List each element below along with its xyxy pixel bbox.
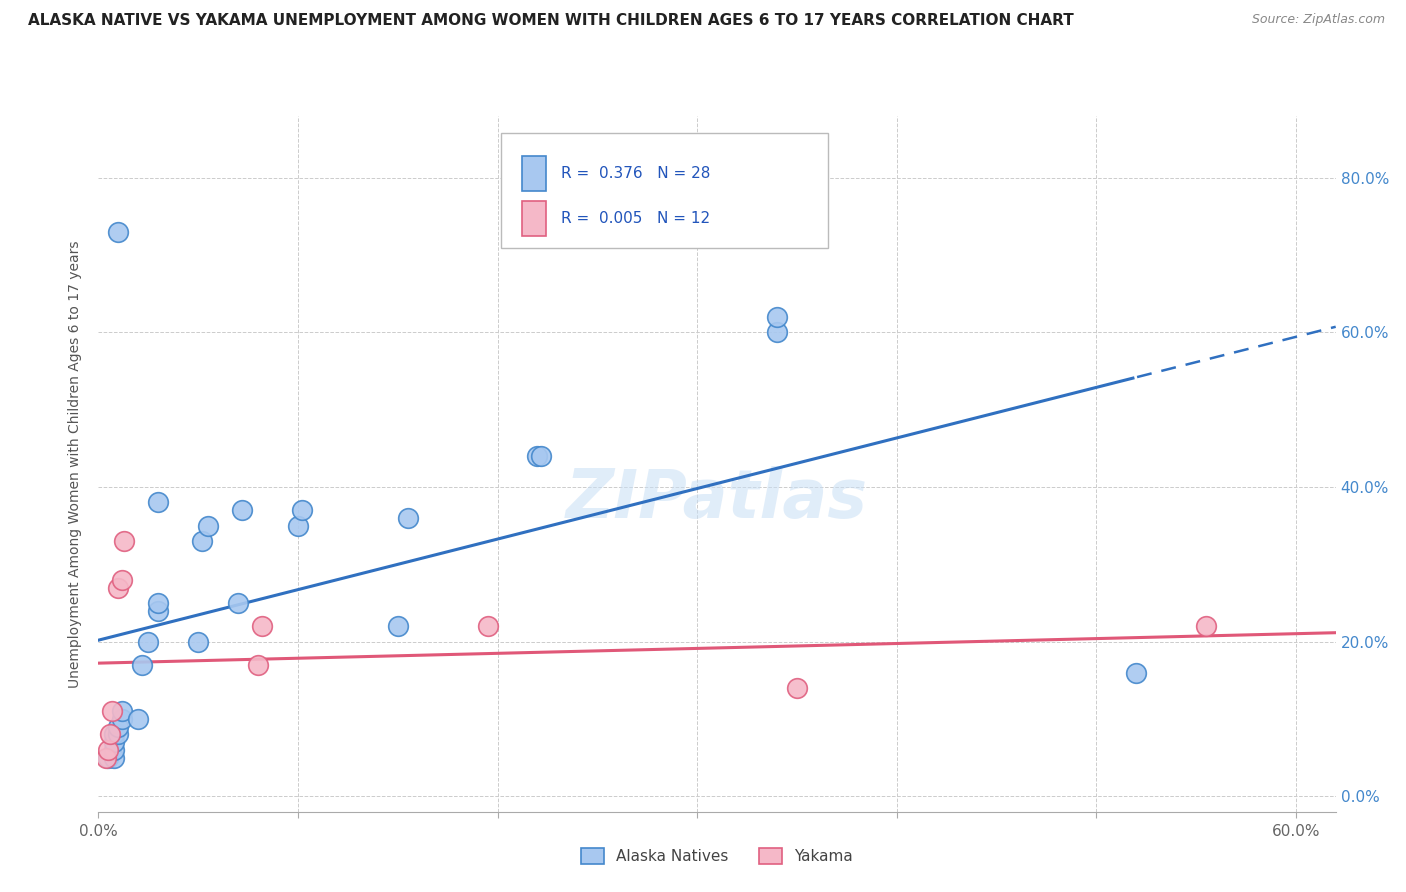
Point bbox=[97, 743, 120, 757]
Point bbox=[187, 634, 209, 648]
Point bbox=[107, 727, 129, 741]
FancyBboxPatch shape bbox=[522, 156, 547, 191]
Point bbox=[103, 735, 125, 749]
FancyBboxPatch shape bbox=[501, 134, 828, 248]
Point bbox=[191, 534, 214, 549]
Legend: Alaska Natives, Yakama: Alaska Natives, Yakama bbox=[575, 842, 859, 871]
Point bbox=[103, 750, 125, 764]
Point bbox=[231, 503, 253, 517]
Point bbox=[226, 596, 249, 610]
Point bbox=[107, 581, 129, 595]
Point bbox=[103, 743, 125, 757]
Point bbox=[101, 704, 124, 718]
Point bbox=[111, 712, 134, 726]
Point bbox=[148, 596, 170, 610]
Point bbox=[100, 727, 122, 741]
Point bbox=[1195, 619, 1218, 633]
Point bbox=[387, 619, 409, 633]
Point bbox=[111, 704, 134, 718]
Point bbox=[250, 619, 273, 633]
Point bbox=[477, 619, 499, 633]
Point bbox=[127, 712, 149, 726]
Point bbox=[107, 225, 129, 239]
Point bbox=[112, 534, 135, 549]
Y-axis label: Unemployment Among Women with Children Ages 6 to 17 years: Unemployment Among Women with Children A… bbox=[69, 240, 83, 688]
Point bbox=[291, 503, 314, 517]
Point bbox=[97, 750, 120, 764]
Point bbox=[247, 657, 270, 672]
Point bbox=[287, 518, 309, 533]
Point bbox=[197, 518, 219, 533]
Text: ZIPatlas: ZIPatlas bbox=[567, 466, 868, 532]
Point bbox=[136, 634, 159, 648]
Point bbox=[530, 449, 553, 463]
Point bbox=[96, 750, 118, 764]
Point bbox=[148, 495, 170, 509]
Text: R =  0.376   N = 28: R = 0.376 N = 28 bbox=[561, 166, 710, 181]
Point bbox=[766, 310, 789, 324]
Point bbox=[526, 449, 548, 463]
Point bbox=[396, 511, 419, 525]
Point bbox=[107, 720, 129, 734]
FancyBboxPatch shape bbox=[522, 202, 547, 236]
Point bbox=[148, 604, 170, 618]
Text: Source: ZipAtlas.com: Source: ZipAtlas.com bbox=[1251, 13, 1385, 27]
Point bbox=[103, 727, 125, 741]
Point bbox=[1125, 665, 1147, 680]
Point bbox=[131, 657, 153, 672]
Text: R =  0.005   N = 12: R = 0.005 N = 12 bbox=[561, 211, 710, 227]
Text: ALASKA NATIVE VS YAKAMA UNEMPLOYMENT AMONG WOMEN WITH CHILDREN AGES 6 TO 17 YEAR: ALASKA NATIVE VS YAKAMA UNEMPLOYMENT AMO… bbox=[28, 13, 1074, 29]
Point bbox=[786, 681, 808, 695]
Point bbox=[111, 573, 134, 587]
Point bbox=[766, 326, 789, 340]
